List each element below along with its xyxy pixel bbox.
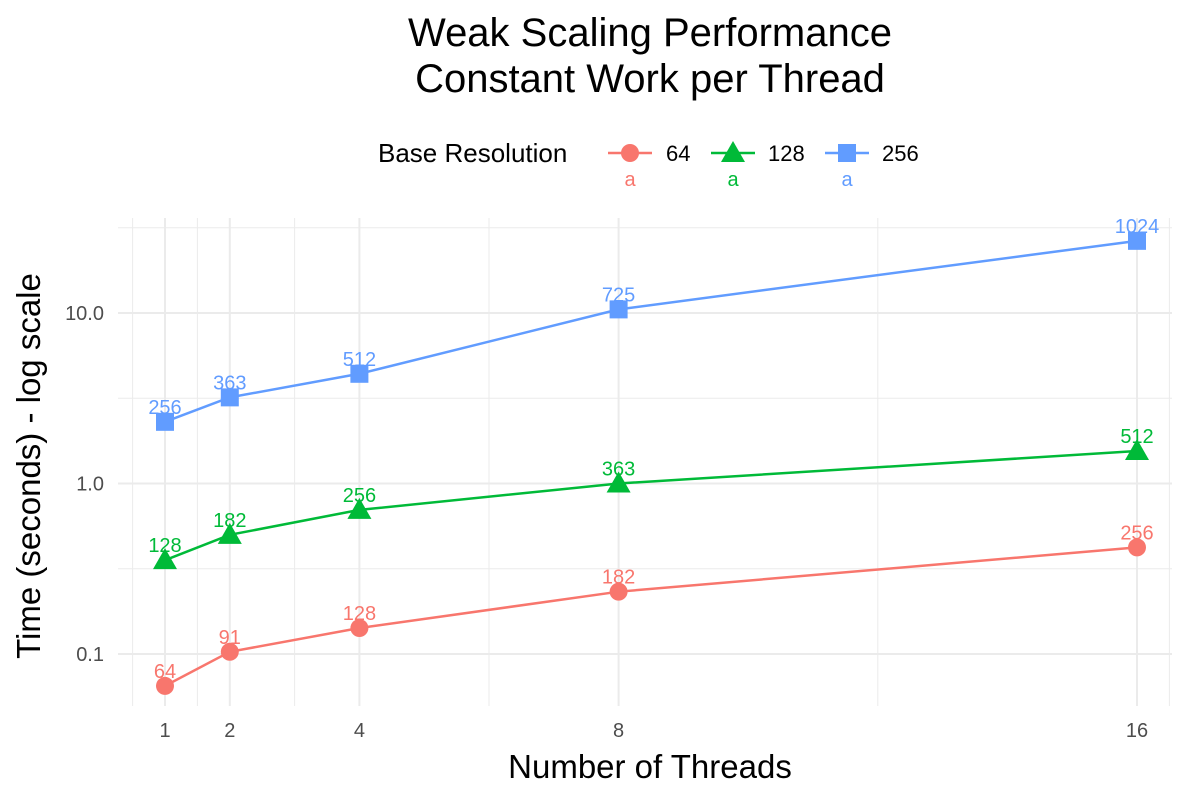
- point-label: 363: [213, 372, 246, 394]
- series-circle-point: [350, 619, 369, 638]
- series-triangle-point: [217, 522, 242, 544]
- y-tick-label: 1.0: [76, 474, 104, 496]
- legend-key-square-icon: [838, 144, 856, 162]
- legend-entry-label: 64: [666, 141, 690, 166]
- point-label: 128: [343, 603, 376, 625]
- chart-title-line-1: Weak Scaling Performance: [408, 11, 892, 55]
- legend-sample-text: a: [727, 169, 739, 191]
- chart-title-line-2: Constant Work per Thread: [415, 57, 885, 101]
- series-square-point: [220, 388, 239, 407]
- series-circle-point: [609, 582, 628, 601]
- series-triangle-point: [347, 497, 372, 519]
- point-label: 128: [148, 535, 181, 557]
- point-label: 1024: [1115, 216, 1160, 238]
- legend-key-triangle-icon: [721, 141, 745, 162]
- plot-area: 64 91 128 182 256 128 182 256 363 512 256 363 512 725…: [148, 216, 1159, 695]
- y-tick-label: 10.0: [65, 303, 104, 325]
- legend-key-circle-icon: [621, 144, 639, 162]
- legend-entry-label: 128: [768, 141, 805, 166]
- axes: 1 2 4 8 16 0.1 1.0 10.0: [65, 303, 1148, 742]
- series-square-point: [609, 300, 628, 319]
- series-triangle-line: [164, 449, 1138, 562]
- legend-sample-text: a: [841, 169, 853, 191]
- legend: Base Resolution a 64 a 128 a 256: [378, 138, 919, 191]
- point-label: 725: [602, 284, 635, 306]
- series-triangle-point: [606, 471, 631, 493]
- point-label: 256: [343, 485, 376, 507]
- point-label: 182: [213, 510, 246, 532]
- series-square-point: [1128, 231, 1146, 250]
- point-label: 256: [148, 397, 181, 419]
- point-label: 256: [1120, 522, 1153, 544]
- series-circle-point: [156, 676, 174, 695]
- legend-entry-label: 256: [882, 141, 919, 166]
- y-axis-title: Time (seconds) - log scale: [10, 273, 47, 659]
- y-tick-label: 0.1: [76, 644, 104, 666]
- legend-title: Base Resolution: [378, 138, 567, 168]
- x-tick-label: 16: [1126, 720, 1148, 742]
- series-circle-point: [220, 642, 239, 661]
- x-tick-label: 4: [354, 720, 365, 742]
- series-triangle-point: [153, 548, 177, 570]
- point-label: 64: [154, 661, 176, 683]
- point-label: 91: [219, 627, 241, 649]
- x-tick-label: 1: [159, 720, 170, 742]
- x-tick-label: 8: [613, 720, 624, 742]
- x-tick-label: 2: [224, 720, 235, 742]
- series-square-line: [164, 239, 1138, 423]
- series-circle-point: [1128, 538, 1146, 557]
- point-label: 182: [602, 567, 635, 589]
- point-label: 363: [602, 459, 635, 481]
- legend-sample-text: a: [624, 169, 636, 191]
- series-triangle-point: [1125, 439, 1149, 461]
- series-circle-line: [164, 546, 1138, 688]
- series-square-point: [156, 412, 174, 431]
- series-square-point: [350, 364, 369, 383]
- x-axis-title: Number of Threads: [508, 748, 792, 785]
- grid: [118, 218, 1172, 706]
- point-label: 512: [1120, 426, 1153, 448]
- point-label: 512: [343, 349, 376, 371]
